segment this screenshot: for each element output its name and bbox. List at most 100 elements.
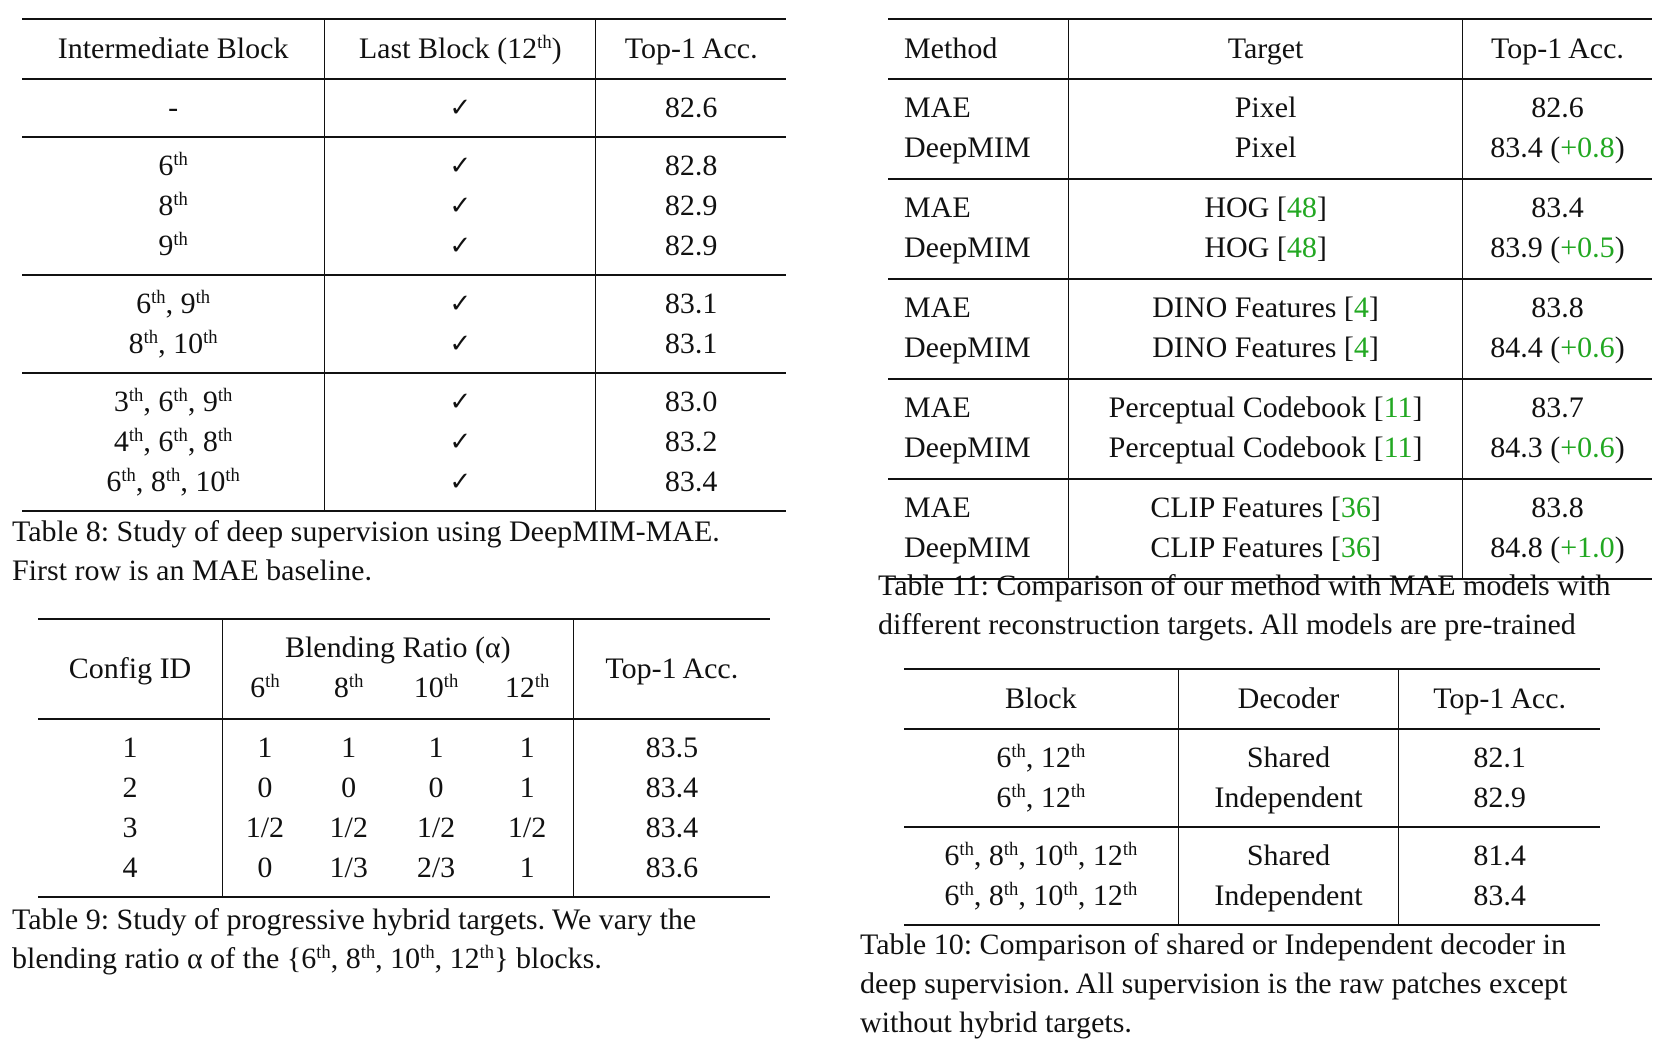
spacer-row	[888, 379, 1652, 388]
target-cell: Pixel	[1068, 128, 1463, 168]
spacer-row	[22, 266, 786, 275]
blend-ratio-cell: 1	[257, 731, 273, 764]
block-number: 10	[1033, 879, 1064, 912]
table-9-header-config-id: Config ID	[38, 619, 223, 719]
block-number: 9	[158, 229, 174, 262]
cite-bracket: [	[1336, 331, 1354, 364]
blend-ratio-cell: 1	[481, 848, 574, 888]
separator: ,	[143, 425, 159, 458]
table-9-caption-line-2: blending ratio α of the {6th, 8th, 10th,…	[12, 939, 812, 978]
spacer-row	[22, 128, 786, 137]
block-ordinal: th	[173, 384, 188, 406]
table-9: Config ID Blending Ratio (α) Top-1 Acc. …	[38, 618, 770, 898]
separator: ,	[180, 465, 196, 498]
spacer-row	[888, 479, 1652, 488]
separator: ,	[187, 385, 203, 418]
acc-value: 83.4	[1490, 131, 1543, 164]
block-number: 9	[202, 385, 218, 418]
spacer-row	[904, 729, 1600, 738]
table-row: 1 1 1 1 1 83.5	[38, 728, 770, 768]
target-cell: DINO Features [4]	[1068, 288, 1463, 328]
top1-acc-cell: 82.9	[664, 229, 718, 262]
target-cell: Pixel	[1068, 88, 1463, 128]
table-8-header-last-block: Last Block (12th)	[324, 19, 597, 79]
top1-acc-cell: 83.4	[1473, 879, 1526, 912]
table-9-header-top1-acc: Top-1 Acc.	[605, 652, 739, 685]
blend-ratio-cell: 1/2	[481, 808, 574, 848]
spacer-row	[888, 179, 1652, 188]
delta-paren: (	[1542, 131, 1561, 164]
intermediate-block-cell: 6th, 9th	[22, 284, 326, 324]
separator: ,	[973, 879, 989, 912]
table-8-caption-line-2: First row is an MAE baseline.	[12, 554, 372, 587]
top1-acc-cell: 84.4 (+0.6)	[1462, 328, 1652, 368]
spacer-row	[888, 168, 1652, 179]
table-10: Block Decoder Top-1 Acc. 6th, 12th Shared…	[904, 668, 1600, 926]
table-10-header-top1-acc: Top-1 Acc.	[1433, 682, 1567, 715]
top1-acc-cell: 83.9 (+0.5)	[1462, 228, 1652, 268]
table-10-caption-line-3: without hybrid targets.	[860, 1006, 1132, 1039]
top1-acc-cell: 83.4	[645, 811, 699, 844]
table-8: Intermediate Block Last Block (12th) Top…	[22, 18, 786, 512]
separator: ,	[187, 425, 203, 458]
target-cell: Perceptual Codebook [11]	[1068, 428, 1463, 468]
table-row: 6th, 9th ✓ 83.1	[22, 284, 786, 324]
cite-bracket: ]	[1316, 231, 1327, 264]
table-9-subheader: 6th 8th 10th 12th	[38, 668, 770, 719]
method-cell: DeepMIM	[888, 428, 1070, 468]
table-10-caption-line-2: deep supervision. All supervision is the…	[860, 967, 1568, 1000]
table-9-body: 1 1 1 1 1 83.5 2 0 0 0 1 83.4 3 1/2 1/2 1/2 1/2 83.4 4 0 1/3…	[38, 719, 770, 897]
top1-acc-cell: 83.1	[664, 287, 718, 320]
table-10-caption: Table 10: Comparison of shared or Indepe…	[860, 925, 1660, 1042]
block-ordinal: th	[959, 838, 974, 860]
last-block-check: ✓	[324, 186, 597, 226]
block-ordinal: th	[217, 424, 233, 446]
intermediate-block-cell: -	[22, 88, 326, 128]
table-9-caption-line-1: Table 9: Study of progressive hybrid tar…	[12, 903, 697, 936]
separator: ,	[143, 385, 159, 418]
spacer-row	[904, 827, 1600, 836]
last-block-check: ✓	[324, 284, 597, 324]
spacer-row	[904, 818, 1600, 827]
block-ordinal: th	[128, 384, 144, 406]
spacer-row	[22, 275, 786, 284]
block-number: 12	[1092, 879, 1123, 912]
block-number: 8	[988, 839, 1004, 872]
block-ordinal: th	[121, 464, 136, 486]
top1-acc-cell: 83.1	[664, 327, 718, 360]
cite-bracket: ]	[1370, 491, 1381, 524]
target-name: DINO Features	[1152, 291, 1337, 324]
acc-value: 83.8	[1531, 291, 1584, 324]
block-number: 6	[944, 839, 960, 872]
spacer-row	[888, 79, 1652, 88]
spacer-row	[888, 279, 1652, 288]
block-cell: 6th, 8th, 10th, 12th	[904, 836, 1179, 876]
delta-paren: )	[1614, 131, 1625, 164]
table-10-grid: Block Decoder Top-1 Acc. 6th, 12th Shared…	[904, 668, 1600, 926]
table-row: 9th ✓ 82.9	[22, 226, 786, 266]
top1-acc-cell: 83.4	[1462, 188, 1652, 228]
table-10-header-block: Block	[904, 669, 1179, 729]
top1-acc-cell: 82.9	[664, 189, 718, 222]
block-number: 10	[195, 465, 226, 498]
delta-paren: )	[1614, 231, 1625, 264]
block-number: 9	[180, 287, 196, 320]
acc-delta: +0.6	[1560, 431, 1615, 464]
block-cell: 6th, 12th	[904, 778, 1179, 818]
block-number: 4	[113, 425, 129, 458]
table-row: 3th, 6th, 9th ✓ 83.0	[22, 382, 786, 422]
table-row: MAE Perceptual Codebook [11] 83.7	[888, 388, 1652, 428]
block-number: 10	[390, 942, 421, 975]
table-row: - ✓ 82.6	[22, 88, 786, 128]
spacer-row	[22, 364, 786, 373]
intermediate-block-cell: 8th, 10th	[22, 324, 326, 364]
separator: ,	[1018, 879, 1034, 912]
target-name: Perceptual Codebook	[1108, 431, 1367, 464]
decoder-cell: Independent	[1178, 778, 1400, 818]
last-block-check: ✓	[324, 462, 597, 502]
block-number: 6	[996, 781, 1012, 814]
block-ordinal: th	[1122, 878, 1138, 900]
spacer-row	[888, 568, 1652, 579]
acc-value: 83.9	[1490, 231, 1543, 264]
separator: ,	[1077, 839, 1093, 872]
